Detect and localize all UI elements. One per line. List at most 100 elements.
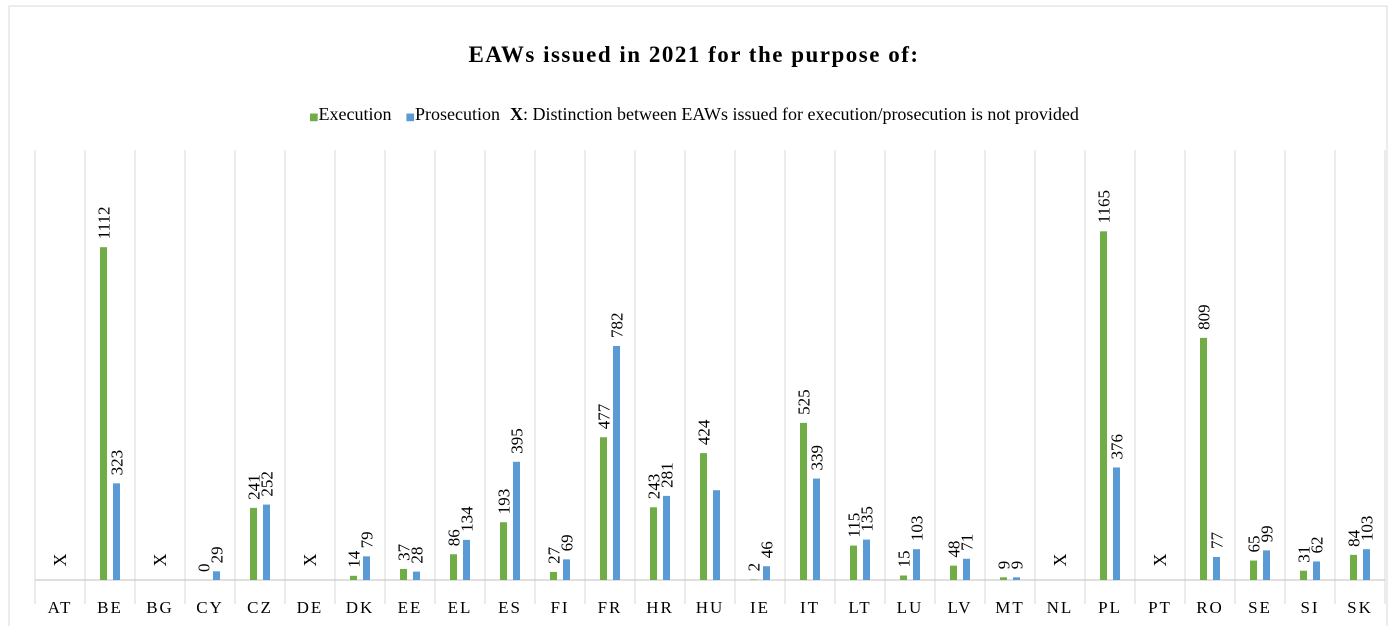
bar (263, 504, 270, 580)
x-tick-label: FR (598, 598, 623, 617)
data-label: 103 (1358, 516, 1377, 542)
data-label: 339 (808, 445, 827, 471)
data-label: 14 (345, 550, 364, 568)
bar (800, 422, 807, 580)
x-tick-label: ES (498, 598, 522, 617)
data-label: 424 (695, 419, 714, 445)
data-label: 86 (445, 529, 464, 546)
x-tick-label: LV (947, 598, 972, 617)
data-label: 0 (195, 564, 214, 573)
data-label: 241 (245, 474, 264, 500)
data-label: 37 (395, 543, 414, 561)
data-label: 115 (845, 513, 864, 538)
bar (1263, 550, 1270, 580)
legend-note-symbol: X (510, 104, 523, 124)
data-label: 65 (1245, 536, 1264, 553)
bar (563, 559, 570, 580)
bar (863, 539, 870, 580)
bar (463, 539, 470, 580)
data-label: 135 (858, 506, 877, 532)
data-label: 1112 (95, 206, 114, 239)
bar (913, 549, 920, 580)
data-label: 69 (558, 534, 577, 551)
bar (1000, 577, 1007, 580)
x-tick-label: LU (897, 598, 924, 617)
legend-swatch: ■ (309, 112, 318, 123)
x-tick-label: NL (1047, 598, 1074, 617)
data-label: 395 (508, 428, 527, 454)
x-tick-label: PL (1098, 598, 1122, 617)
bar (1200, 337, 1207, 580)
bar (713, 490, 720, 580)
bar (250, 507, 257, 580)
bar (500, 522, 507, 580)
bar (363, 556, 370, 580)
bar (650, 507, 657, 580)
bar (1013, 577, 1020, 580)
bar (1100, 231, 1107, 580)
data-label: 809 (1195, 304, 1214, 330)
data-label: 31 (1295, 546, 1314, 563)
bar (100, 247, 107, 581)
data-label: 1165 (1095, 190, 1114, 223)
bar (700, 453, 707, 580)
bar (1113, 467, 1120, 580)
bar (813, 478, 820, 580)
data-label: 48 (945, 541, 964, 558)
x-tick-label: BE (97, 598, 123, 617)
bar (613, 345, 620, 580)
data-label: 71 (958, 534, 977, 551)
data-label: 193 (495, 489, 514, 515)
no-distinction-marker: X (1050, 554, 1070, 567)
bar (113, 483, 120, 580)
bar (400, 568, 407, 580)
data-label: 79 (358, 531, 377, 548)
legend-note-text: : Distinction between EAWs issued for ex… (523, 104, 1079, 124)
data-label: 27 (545, 546, 564, 564)
data-label: 281 (658, 462, 677, 488)
x-tick-label: DK (346, 598, 375, 617)
data-label: 9 (995, 561, 1014, 570)
x-tick-label: MT (995, 598, 1025, 617)
bar (600, 437, 607, 580)
x-tick-label: SK (1347, 598, 1373, 617)
bar (963, 558, 970, 580)
x-tick-label: SE (1248, 598, 1272, 617)
x-tick-label: FI (550, 598, 569, 617)
bar (213, 571, 220, 580)
bar (850, 545, 857, 580)
no-distinction-marker: X (300, 554, 320, 567)
x-tick-label: BG (146, 598, 174, 617)
legend: ■Execution ■Prosecution X: Distinction bet… (309, 104, 1079, 124)
data-label: 77 (1208, 531, 1227, 549)
bar (550, 571, 557, 580)
bar (1213, 556, 1220, 580)
data-label: 252 (258, 471, 277, 497)
x-tick-label: PT (1148, 598, 1172, 617)
data-label: 323 (108, 450, 127, 476)
x-tick-label: SI (1300, 598, 1319, 617)
no-distinction-marker: X (50, 554, 70, 567)
bar (1350, 554, 1357, 580)
data-label: 28 (408, 547, 427, 564)
bar (900, 575, 907, 580)
data-label: 84 (1345, 529, 1364, 547)
bar (750, 579, 757, 580)
x-tick-label: RO (1196, 598, 1224, 617)
data-label: 782 (608, 312, 627, 338)
legend-label: Prosecution (415, 104, 500, 124)
bar (513, 461, 520, 580)
data-label: 376 (1108, 434, 1127, 460)
data-label: 525 (795, 389, 814, 415)
x-tick-label: HU (696, 598, 725, 617)
bar (1363, 549, 1370, 580)
chart-frame (8, 5, 1388, 626)
bar (950, 565, 957, 580)
data-label: 29 (208, 546, 227, 563)
no-distinction-marker: X (150, 554, 170, 567)
x-tick-label: LT (848, 598, 871, 617)
x-tick-label: AT (48, 598, 73, 617)
data-label: 15 (895, 551, 914, 568)
legend-swatch: ■ (406, 112, 415, 123)
data-label: 62 (1308, 536, 1327, 553)
